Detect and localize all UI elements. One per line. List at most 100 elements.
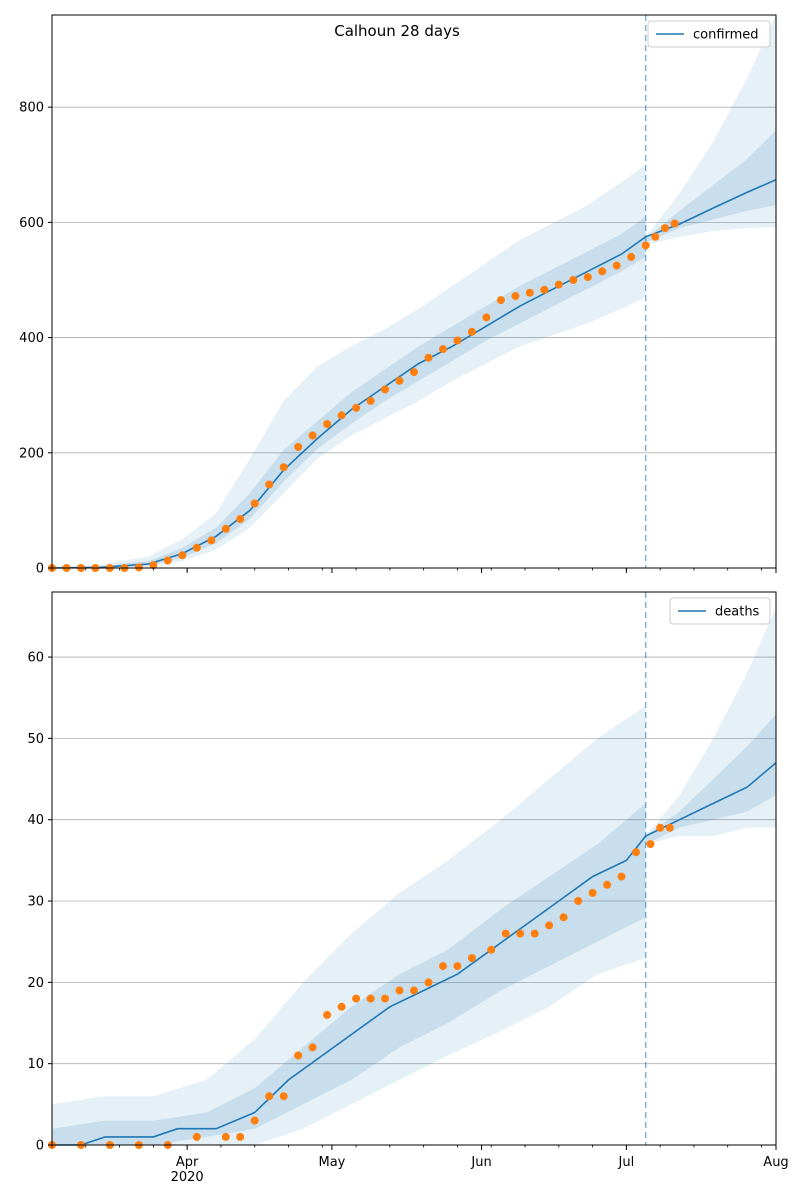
observed-point (236, 515, 245, 523)
y-tick-label: 0 (36, 562, 44, 577)
observed-point (545, 921, 554, 930)
observed-point (192, 543, 201, 552)
observed-point (501, 929, 510, 938)
observed-point (178, 551, 187, 560)
uncertainty-band-inner (52, 216, 646, 568)
observed-point (366, 396, 375, 405)
observed-point (424, 353, 433, 362)
observed-point (308, 431, 317, 440)
observed-point (410, 986, 418, 995)
observed-point (612, 261, 621, 270)
observed-point (603, 880, 612, 889)
observed-point (569, 276, 578, 284)
observed-point (511, 292, 520, 301)
observed-point (588, 888, 597, 897)
legend-box (647, 20, 771, 48)
observed-point (530, 929, 539, 938)
uncertainty-band-inner (52, 803, 646, 1145)
observed-point (395, 986, 404, 995)
figure-title: Calhoun 28 days (334, 22, 460, 40)
observed-point (574, 897, 583, 905)
y-tick-label: 10 (27, 1057, 44, 1072)
observed-point (250, 1116, 259, 1125)
observed-point (632, 848, 640, 857)
observed-point (487, 945, 496, 954)
legend-label: deaths (715, 605, 760, 620)
observed-point (279, 1092, 288, 1101)
x-tick-label: May (319, 1155, 346, 1170)
observed-point (646, 840, 655, 849)
observed-point (627, 252, 636, 261)
observed-point (236, 1132, 245, 1141)
observed-point (424, 978, 433, 987)
observed-point (651, 232, 660, 241)
observed-point (598, 267, 607, 276)
observed-point (617, 872, 626, 881)
observed-point (352, 403, 361, 412)
observed-point (323, 420, 332, 428)
observed-point (641, 241, 650, 250)
uncertainty-band-inner (645, 714, 776, 845)
uncertainty-band-outer (645, 15, 776, 246)
observed-point (540, 285, 549, 294)
observed-point (163, 556, 172, 565)
x-tick-label: Apr (176, 1155, 199, 1170)
axes-frame (51, 591, 777, 1146)
observed-point (192, 1132, 201, 1141)
observed-point (661, 224, 669, 233)
observed-point (453, 962, 462, 971)
observed-point (149, 561, 158, 570)
model-line (52, 762, 777, 1146)
observed-point (554, 280, 563, 289)
observed-point (134, 563, 143, 572)
x-tick-label: Aug (763, 1155, 788, 1170)
observed-point (516, 929, 525, 938)
uncertainty-band-outer (645, 608, 776, 845)
observed-point (395, 376, 404, 385)
uncertainty-band-outer (52, 164, 646, 569)
observed-point (410, 368, 418, 377)
observed-point (670, 219, 679, 228)
observed-point (381, 385, 389, 394)
x-tick-label: 2020 (171, 1170, 204, 1185)
observed-point (453, 336, 462, 345)
observed-point (337, 1002, 346, 1011)
uncertainty-band-outer (52, 705, 646, 1145)
uncertainty-band-inner (645, 130, 776, 243)
observed-point (352, 994, 361, 1003)
observed-point (221, 524, 230, 533)
observed-point (583, 273, 592, 282)
observed-point (294, 1051, 303, 1060)
y-tick-label: 200 (19, 446, 44, 461)
y-tick-label: 20 (27, 976, 44, 991)
observed-point (337, 411, 346, 420)
y-tick-label: 600 (19, 216, 44, 231)
y-tick-label: 400 (19, 331, 44, 346)
x-tick-label: Jun (470, 1155, 491, 1170)
x-tick-label: Jul (618, 1155, 635, 1170)
observed-point (496, 296, 505, 305)
observed-point (323, 1010, 332, 1019)
observed-point (250, 499, 259, 508)
observed-point (665, 823, 674, 832)
observed-point (467, 327, 476, 336)
observed-point (482, 313, 491, 322)
confirmed-panel: 0 200 400 600 800 confirmed (19, 14, 777, 577)
y-tick-label: 800 (19, 101, 44, 116)
observed-point (467, 954, 476, 962)
observed-point (294, 443, 303, 451)
y-tick-label: 50 (27, 732, 44, 747)
legend-label: confirmed (693, 28, 759, 43)
y-tick-label: 60 (27, 651, 44, 666)
y-tick-label: 0 (36, 1139, 44, 1154)
observed-point (656, 823, 665, 832)
observed-point (221, 1132, 230, 1141)
y-tick-label: 30 (27, 895, 44, 910)
observed-point (439, 345, 447, 354)
observed-point (439, 962, 447, 971)
observed-point (279, 463, 288, 472)
observed-point (366, 994, 375, 1003)
